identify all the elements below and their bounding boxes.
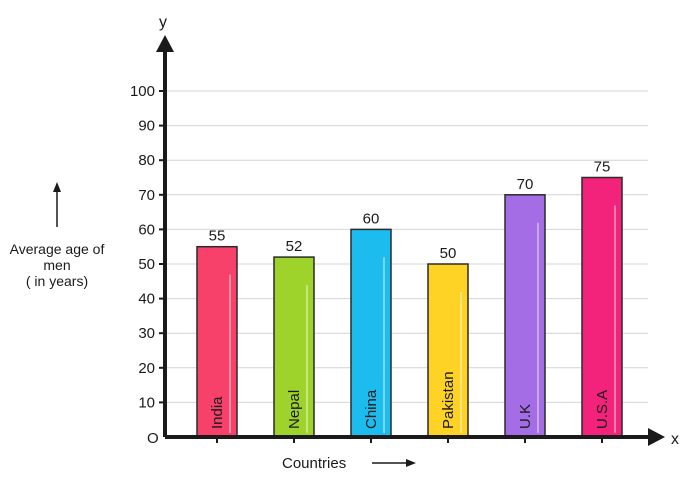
- y-title-arrow-icon: [53, 182, 61, 192]
- bar-uk: [504, 194, 546, 438]
- origin-label: O: [147, 430, 159, 447]
- bar-value-label: 70: [517, 176, 534, 193]
- y-axis-title-line-2: men: [43, 257, 70, 273]
- axes: y x O: [147, 14, 679, 448]
- y-axis-arrowhead: [156, 35, 174, 52]
- bar-category-label: Pakistan: [440, 371, 457, 429]
- bar-category-label: India: [209, 396, 226, 429]
- bar-value-label: 60: [363, 210, 380, 227]
- gridlines: [165, 90, 648, 403]
- y-tick-label: 90: [138, 118, 155, 135]
- x-title-arrow-icon: [406, 459, 416, 467]
- y-tick-label: 60: [138, 221, 155, 238]
- y-tick-label: 50: [138, 256, 155, 273]
- bar-value-label: 55: [209, 228, 226, 245]
- y-tick-label: 10: [138, 394, 155, 411]
- y-axis-title: Average age of men ( in years): [10, 182, 105, 289]
- bar-category-label: China: [363, 389, 380, 429]
- bar-value-label: 75: [594, 159, 611, 176]
- bar-category-label: U.K: [517, 404, 534, 429]
- bar-value-label: 52: [286, 238, 303, 255]
- bar-category-label: Nepal: [286, 390, 303, 429]
- y-axis-title-line-3: ( in years): [26, 273, 88, 289]
- y-axis-title-line-1: Average age of: [10, 241, 105, 257]
- y-axis-letter: y: [159, 14, 167, 31]
- bar-value-label: 50: [440, 245, 457, 262]
- bar-category-label: U.S.A: [594, 390, 611, 429]
- y-tick-labels: 10 20 30 40 50 60 70 80 90 100: [130, 83, 165, 411]
- x-axis-letter: x: [671, 431, 679, 448]
- bars: 55 India 52 Nepal 60 China 50 Pakistan 70 U.K 75 U.…: [196, 159, 623, 443]
- y-tick-label: 20: [138, 360, 155, 377]
- y-tick-label: 30: [138, 325, 155, 342]
- x-axis-title-text: Countries: [282, 455, 346, 472]
- x-axis-title: Countries: [282, 455, 416, 472]
- y-tick-label: 40: [138, 291, 155, 308]
- y-tick-label: 100: [130, 83, 155, 100]
- y-tick-label: 80: [138, 152, 155, 169]
- x-axis-arrowhead: [648, 428, 665, 446]
- y-tick-label: 70: [138, 187, 155, 204]
